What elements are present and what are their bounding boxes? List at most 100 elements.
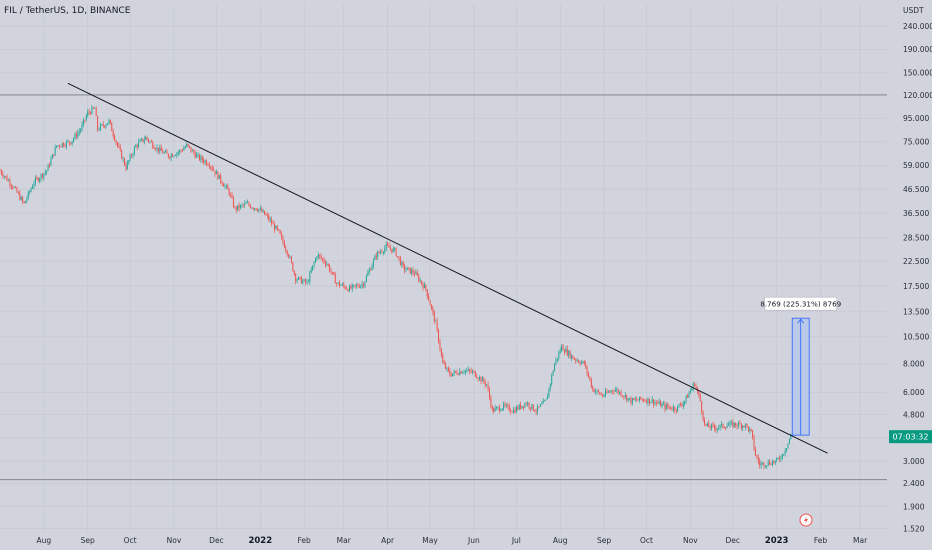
candle <box>68 140 70 146</box>
x-tick-label: Feb <box>298 536 312 545</box>
candle <box>46 170 48 175</box>
candle <box>513 406 515 414</box>
candle <box>418 273 420 283</box>
candle <box>445 361 447 370</box>
candle <box>275 225 277 230</box>
candle <box>215 169 217 175</box>
x-axis[interactable]: Aug Sep Oct Nov Dec 2022 Feb Mar Apr May Jun Jul Aug… <box>37 536 869 546</box>
candle <box>662 400 664 406</box>
candle <box>525 402 527 406</box>
candle <box>538 406 540 409</box>
candle <box>559 347 561 354</box>
candle <box>387 241 389 247</box>
y-tick-label: 46.500 <box>903 185 929 194</box>
candle <box>455 370 457 374</box>
candle <box>159 144 161 155</box>
candle <box>326 261 328 267</box>
candle <box>370 267 372 271</box>
candle <box>49 162 51 169</box>
candle <box>354 284 356 289</box>
candle <box>152 140 154 150</box>
candle <box>682 400 684 410</box>
x-tick-label: Dec <box>726 536 741 545</box>
candle <box>406 267 408 270</box>
lightning-icon[interactable] <box>799 513 813 527</box>
candle <box>179 149 181 155</box>
candles-layer <box>0 105 792 470</box>
candle <box>531 403 533 411</box>
candle <box>160 144 162 151</box>
candle <box>766 465 768 470</box>
candle <box>561 344 563 353</box>
candle <box>541 401 543 405</box>
candle <box>132 152 134 159</box>
candle <box>702 410 704 422</box>
candle <box>719 424 721 431</box>
y-axis-unit: USDT <box>903 6 924 15</box>
candle <box>604 387 606 398</box>
candle <box>377 250 379 260</box>
candle <box>12 185 14 190</box>
candle <box>54 144 56 156</box>
x-tick-label: Aug <box>553 536 568 545</box>
y-tick-label: 2.400 <box>903 479 925 488</box>
candle <box>520 401 522 410</box>
candle <box>644 399 646 402</box>
candle <box>720 420 722 428</box>
candle <box>265 212 267 216</box>
candle <box>91 105 93 115</box>
candle <box>107 123 109 126</box>
candle <box>331 271 333 276</box>
candle <box>289 255 291 259</box>
candle <box>484 379 486 389</box>
candle <box>57 145 59 147</box>
candle <box>30 186 32 193</box>
candle <box>153 145 155 150</box>
candle <box>586 365 588 377</box>
candle <box>643 397 645 403</box>
x-tick-label: Jun <box>467 536 480 545</box>
candle <box>767 459 769 467</box>
candle <box>353 284 355 288</box>
candle <box>119 144 121 152</box>
candle <box>143 136 145 145</box>
y-axis[interactable]: 240.000 190.000 150.000 120.000 95.000 75.000… <box>889 22 932 534</box>
candle <box>423 281 425 289</box>
y-tick-label: 95.000 <box>903 114 929 123</box>
candle <box>186 141 188 148</box>
candle <box>634 396 636 402</box>
candle <box>709 425 711 431</box>
candle <box>638 396 640 404</box>
candle <box>769 459 771 466</box>
candle <box>636 396 638 402</box>
candle <box>483 376 485 385</box>
y-tick-label: 150.000 <box>903 69 932 78</box>
candle <box>687 393 689 399</box>
candle <box>715 425 717 433</box>
candle <box>193 148 195 155</box>
candle <box>599 391 601 396</box>
candle <box>544 399 546 402</box>
candle <box>261 206 263 213</box>
candle <box>71 140 73 147</box>
candle <box>180 149 182 154</box>
candle <box>728 421 730 426</box>
candle <box>435 319 437 322</box>
y-tick-label: 59.000 <box>903 161 929 170</box>
candle <box>660 400 662 407</box>
candle <box>136 143 138 150</box>
trendline <box>67 82 828 454</box>
candle <box>712 421 714 428</box>
candle <box>534 409 536 413</box>
candle <box>549 383 551 392</box>
candle <box>283 239 285 249</box>
candle <box>681 402 683 408</box>
candle <box>50 156 52 167</box>
last-price-badge <box>889 430 932 444</box>
candle <box>75 130 77 140</box>
candle <box>770 462 772 466</box>
x-tick-label: 2022 <box>248 536 272 546</box>
candle <box>102 121 104 128</box>
